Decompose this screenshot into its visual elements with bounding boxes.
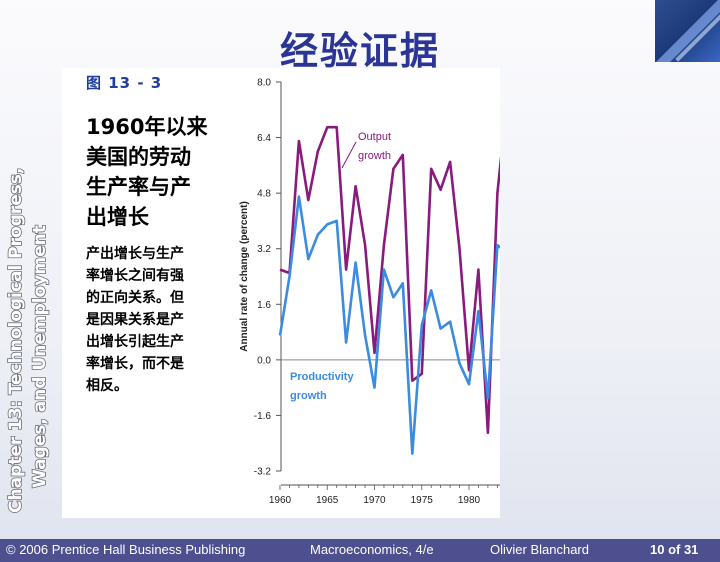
chart-labels: Annual rate of change (percent) Output gro… <box>239 131 391 402</box>
footer-author: Olivier Blanchard <box>490 542 589 557</box>
series-label-leader <box>341 141 357 169</box>
y-tick-label: -1.6 <box>254 411 272 422</box>
slide-title: 经验证据 <box>279 29 440 73</box>
x-tick-label: 1965 <box>316 495 339 506</box>
footer-book-title: Macroeconomics, 4/e <box>310 542 434 557</box>
figure-title: 1960年以来 美国的劳动 生产率与产 出增长 <box>86 115 208 229</box>
chart-axes: -3.2 -1.6 0.0 1.6 3.2 4.8 6.4 8.0 1960 1965 1970 19… <box>254 78 500 506</box>
y-tick-label: 1.6 <box>257 300 271 311</box>
chapter-line-2: Wages, and Unemployment <box>30 225 50 488</box>
series-label: Productivity growth <box>290 371 354 402</box>
figure-description: 产出增长与生产 率增长之间有强 的正向关系。但 是因果关系是产 出增长引起生产 … <box>86 246 184 394</box>
series-label: Output growth <box>358 131 391 162</box>
line-chart: -3.2 -1.6 0.0 1.6 3.2 4.8 6.4 8.0 1960 1965 1970 19… <box>239 78 500 506</box>
y-tick-label: 3.2 <box>257 244 271 255</box>
chart-lines <box>278 125 500 455</box>
footer-page-number: 10 of 31 <box>650 542 699 557</box>
y-tick-label: 6.4 <box>257 133 271 144</box>
x-tick-label: 1960 <box>269 495 292 506</box>
chapter-line-1: Chapter 13: Technological Progress, <box>6 168 26 513</box>
x-tick-label: 1970 <box>363 495 386 506</box>
chapter-sidebar: Chapter 13: Technological Progress, Wage… <box>0 88 57 518</box>
figure-label: 图 13 - 3 <box>86 74 163 92</box>
y-axis-label: Annual rate of change (percent) <box>239 201 250 352</box>
x-tick-label: 1980 <box>458 495 481 506</box>
y-tick-label: 4.8 <box>257 189 271 200</box>
y-tick-label: 0.0 <box>257 355 271 366</box>
series-line-productivity <box>278 195 500 455</box>
y-tick-label: 8.0 <box>257 78 271 89</box>
y-tick-label: -3.2 <box>254 467 272 478</box>
x-tick-label: 1975 <box>411 495 434 506</box>
footer-bar <box>0 539 720 562</box>
footer-copyright: © 2006 Prentice Hall Business Publishing <box>6 542 246 557</box>
corner-logo <box>655 0 720 62</box>
